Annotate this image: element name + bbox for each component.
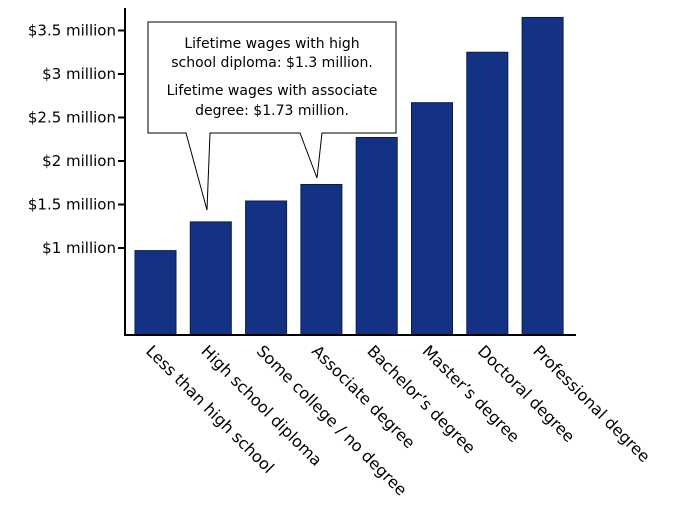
axes-group: [124, 8, 576, 336]
x-category-label: Master’s degree: [419, 341, 524, 446]
x-category-label: Associate degree: [308, 341, 419, 452]
bar: [411, 102, 453, 336]
bar: [521, 16, 564, 336]
bar: [355, 137, 398, 336]
y-tick-label: $1.5 million: [28, 196, 116, 214]
callout-line-2: school diploma: $1.3 million.: [171, 55, 373, 71]
callout-line-1: Lifetime wages with high: [184, 36, 359, 52]
y-ticks-group: $1 million $1.5 million $2 million $2.5 mil…: [28, 22, 125, 257]
callout-box: [147, 21, 397, 211]
bar: [189, 221, 232, 336]
callout-line-4: degree: $1.73 million.: [195, 103, 349, 119]
y-tick-label: $2 million: [42, 152, 116, 170]
bar: [300, 183, 343, 336]
annotation-callout: Lifetime wages with high school diploma:…: [147, 21, 397, 211]
callout-line-3: Lifetime wages with associate: [167, 83, 378, 99]
bars-group: [134, 16, 564, 336]
x-category-label: Doctoral degree: [474, 341, 579, 446]
y-tick-label: $3.5 million: [28, 22, 116, 40]
bar: [245, 200, 288, 336]
bar: [466, 51, 509, 336]
bar: [134, 250, 177, 336]
y-tick-label: $2.5 million: [28, 109, 116, 127]
y-tick-label: $3 million: [42, 65, 116, 83]
y-tick-label: $1 million: [42, 239, 116, 257]
